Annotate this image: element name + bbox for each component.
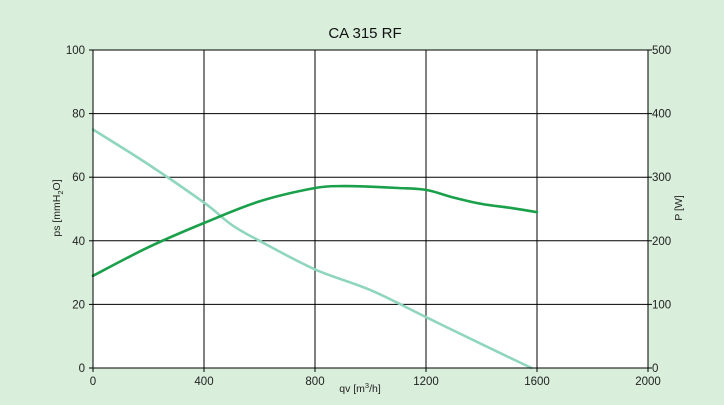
series-layer [91, 128, 539, 370]
x-tick-label: 2000 [635, 376, 661, 388]
y-right-tick-label: 200 [652, 236, 671, 248]
power-curve-line [91, 184, 539, 278]
y-right-tick-label: 100 [652, 299, 671, 311]
pressure-curve-line [91, 128, 533, 370]
y-left-tick-label: 100 [66, 45, 85, 57]
y-right-tick-label: 500 [652, 45, 671, 57]
y-left-label-sub: 2 [56, 190, 65, 194]
x-tick-label: 1200 [413, 376, 439, 388]
y-left-tick-label: 20 [72, 299, 85, 311]
tick-labels: 0 400 800 1200 1600 2000020406080100010020030… [66, 45, 671, 388]
x-tick-label: 800 [305, 376, 324, 388]
y-left-label-prefix: ps [mmH [51, 195, 63, 237]
x-axis-label-suffix: /h] [369, 383, 381, 395]
y-right-tick-label: 400 [652, 109, 671, 121]
chart-title: CA 315 RF [328, 25, 401, 42]
plot-area [93, 50, 648, 368]
y-axis-left-label: ps [mmH2O] [51, 179, 65, 236]
x-axis-label-prefix: qv [m [339, 383, 365, 395]
x-tick-label: 400 [194, 376, 213, 388]
y-left-label-suffix: O] [51, 179, 63, 190]
y-left-tick-label: 40 [72, 236, 85, 248]
x-axis-label-sup: 3 [365, 381, 369, 390]
x-axis-label: qv [m3/h] [339, 381, 381, 395]
plot-frame [92, 49, 649, 369]
x-tick-label: 0 [90, 376, 96, 388]
y-left-tick-label: 60 [72, 172, 85, 184]
y-axis-right-label: P [W] [673, 195, 685, 221]
y-right-tick-label: 0 [652, 363, 658, 375]
y-left-tick-label: 80 [72, 109, 85, 121]
x-tick-label: 1600 [524, 376, 550, 388]
y-right-tick-label: 300 [652, 172, 671, 184]
grid-lines [93, 50, 648, 368]
y-left-tick-label: 0 [79, 363, 85, 375]
